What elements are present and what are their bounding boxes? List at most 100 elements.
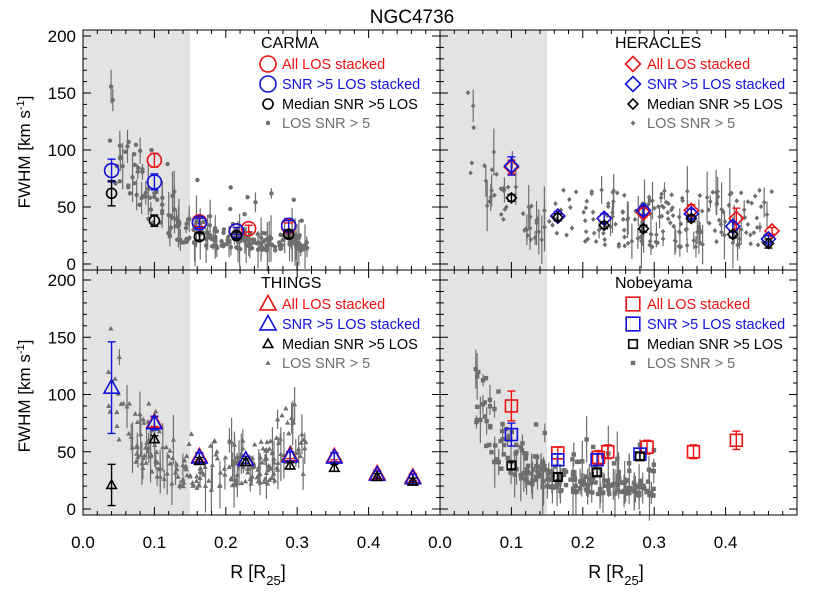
los-point (582, 238, 588, 244)
los-point (514, 467, 519, 472)
los-point (657, 214, 662, 220)
los-point (496, 459, 501, 465)
legend-marker (627, 338, 639, 350)
los-point (524, 472, 529, 477)
los-point (184, 221, 189, 226)
los-point (647, 238, 653, 244)
los-point (636, 484, 642, 490)
los-point (245, 469, 251, 475)
los-point (469, 160, 475, 166)
data-point (763, 222, 781, 240)
los-point (568, 477, 573, 482)
los-point (552, 464, 558, 469)
los-point (468, 170, 473, 176)
los-point (532, 454, 537, 459)
los-point (582, 218, 588, 224)
los-point (194, 478, 200, 484)
los-point (621, 227, 627, 233)
los-point (112, 376, 118, 381)
los-point (626, 460, 632, 466)
legend-marker (630, 360, 636, 366)
los-point (626, 489, 632, 494)
los-point (539, 237, 545, 243)
data-point (105, 478, 118, 490)
y-tick-label: 150 (48, 84, 76, 103)
x-tick-label: 0.1 (500, 533, 524, 552)
los-point (246, 235, 251, 241)
los-point (264, 448, 270, 453)
data-point (592, 467, 603, 478)
panel-name: CARMA (261, 35, 319, 52)
los-point (754, 224, 760, 231)
los-point (300, 471, 306, 476)
legend-marker (625, 316, 641, 332)
los-point (599, 187, 604, 193)
los-point (520, 441, 525, 446)
y-tick-label: 200 (48, 271, 76, 290)
series-median-snr-5-los (105, 180, 295, 243)
los-point (501, 452, 506, 457)
los-point (264, 243, 269, 248)
data-point (146, 174, 163, 190)
los-point (669, 192, 674, 198)
los-point (132, 152, 137, 157)
los-point (107, 138, 113, 143)
los-point (647, 198, 653, 204)
los-point (514, 442, 519, 448)
los-point (187, 216, 192, 222)
los-point (761, 199, 767, 206)
los-point (641, 483, 646, 488)
los-point (506, 433, 512, 439)
los-point (542, 463, 547, 469)
los-point (539, 462, 545, 467)
los-point (549, 469, 555, 475)
los-point (570, 472, 576, 478)
los-point (182, 240, 187, 245)
los-point (283, 405, 289, 411)
data-point (598, 219, 611, 232)
legend-marker (262, 98, 274, 110)
los-point (206, 478, 212, 483)
los-point (758, 203, 764, 210)
los-point (152, 194, 157, 200)
los-point (214, 455, 221, 461)
los-point (264, 439, 270, 445)
data-point (726, 228, 739, 241)
los-point (696, 224, 702, 230)
los-point (228, 185, 233, 190)
los-point (535, 464, 541, 470)
los-point (252, 441, 258, 447)
los-point (513, 184, 519, 190)
los-point (684, 226, 690, 232)
los-point (698, 229, 704, 235)
los-point (737, 236, 742, 242)
los-point (563, 469, 569, 474)
los-point (588, 480, 593, 486)
los-point (297, 453, 304, 459)
los-point (600, 490, 606, 495)
los-point (596, 491, 601, 497)
data-point (103, 162, 120, 179)
los-point (622, 234, 627, 240)
los-point (622, 479, 628, 485)
los-point (523, 226, 529, 232)
los-point (635, 490, 641, 496)
los-point (137, 202, 142, 208)
los-point (266, 239, 272, 244)
legend-label: LOS SNR > 5 (647, 116, 735, 132)
los-point (273, 248, 278, 253)
y-tick-label: 100 (48, 386, 76, 405)
legend: All LOS stacked SNR >5 LOS stacked Median … (258, 293, 420, 372)
los-point (533, 474, 539, 480)
los-point (266, 477, 273, 482)
legend: All LOS stacked SNR >5 LOS stacked Median … (625, 296, 785, 372)
data-point (193, 230, 206, 243)
data-point (640, 440, 654, 454)
los-point (755, 242, 761, 248)
los-point (106, 403, 112, 408)
los-point (118, 154, 123, 160)
los-point (670, 205, 675, 211)
los-point (714, 200, 720, 206)
los-point (621, 192, 627, 198)
los-point (655, 204, 661, 210)
